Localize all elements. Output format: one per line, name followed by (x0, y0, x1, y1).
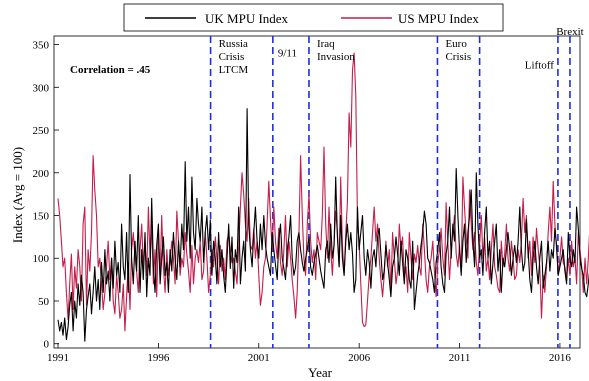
legend-label-us: US MPU Index (398, 11, 479, 26)
series-lines (58, 53, 589, 341)
event-label: 9/11 (278, 48, 297, 60)
event-label: Invasion (317, 51, 355, 63)
event-label: Crisis (445, 51, 471, 63)
event-label: Liftoff (525, 59, 554, 71)
event-lines (211, 36, 570, 348)
correlation-annotation: Correlation = .45 (70, 64, 151, 76)
y-tick-label: 0 (44, 339, 50, 351)
y-tick-label: 50 (38, 296, 50, 308)
y-tick-label: 100 (33, 253, 50, 265)
event-label: Iraq (317, 38, 335, 50)
y-tick-label: 200 (33, 168, 50, 180)
event-label: Euro (445, 38, 467, 50)
plot-frame (54, 36, 580, 348)
x-axis-title: Year (308, 365, 333, 380)
legend: UK MPU Index US MPU Index (124, 4, 503, 31)
x-tick-label: 2001 (248, 352, 270, 364)
x-tick-label: 1991 (47, 352, 69, 364)
series-line-us (58, 53, 589, 331)
y-tick-label: 300 (33, 82, 50, 94)
event-label: LTCM (219, 64, 249, 76)
event-label: Brexit (556, 26, 584, 38)
series-line-uk (58, 109, 589, 342)
y-tick-label: 350 (33, 40, 50, 52)
event-label: Russia (219, 38, 248, 50)
x-tick-label: 1996 (147, 352, 170, 364)
legend-label-uk: UK MPU Index (205, 11, 289, 26)
x-tick-label: 2006 (348, 352, 371, 364)
event-label: Crisis (219, 51, 245, 63)
y-axis-title: Index (Avg = 100) (10, 147, 25, 243)
y-tick-label: 250 (33, 125, 50, 137)
y-tick-label: 150 (33, 211, 50, 223)
x-tick-label: 2016 (549, 352, 572, 364)
x-tick-label: 2011 (449, 352, 471, 364)
